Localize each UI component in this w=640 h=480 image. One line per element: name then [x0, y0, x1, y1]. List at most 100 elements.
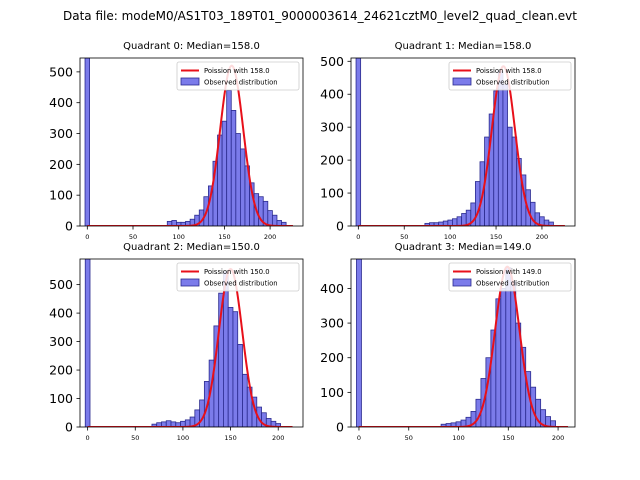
legend-label-observed: Observed distribution: [204, 79, 278, 87]
legend-label-observed: Observed distribution: [476, 280, 550, 288]
subplot-0: Quadrant 0: Median=158.00100200300400500…: [49, 41, 304, 241]
x-tick-label: 100: [452, 434, 464, 442]
legend-label-poisson: Poission with 158.0: [476, 67, 542, 75]
legend-label-observed: Observed distribution: [476, 79, 550, 87]
histogram-bar: [267, 210, 273, 226]
histogram-bar: [230, 110, 237, 226]
legend-box: [448, 61, 572, 91]
histogram-bar: [356, 259, 362, 427]
histogram-bar: [507, 126, 513, 226]
subplot-title: Quadrant 3: Median=149.0: [395, 242, 532, 253]
panels: Quadrant 0: Median=158.00100200300400500…: [49, 41, 576, 442]
y-tick-label: 200: [320, 350, 344, 365]
histogram-bar: [281, 221, 287, 226]
y-tick-label: 200: [49, 157, 73, 172]
y-tick-label: 400: [320, 87, 344, 102]
legend-label-poisson: Poission with 149.0: [476, 268, 542, 276]
legend: Poission with 149.0 Observed distribution: [448, 262, 572, 292]
subplot-3: Quadrant 3: Median=149.0 0 100 200 300 400 0 50…: [320, 242, 576, 442]
poisson-curve: [87, 267, 293, 427]
y-tick-label: 200: [320, 153, 344, 168]
x-tick-label: 50: [131, 434, 139, 442]
x-tick-label: 50: [405, 434, 413, 442]
legend-bar-swatch: [452, 77, 472, 86]
histogram-bar: [461, 213, 467, 226]
y-tick-label: 200: [49, 363, 73, 378]
histogram-bar: [271, 214, 278, 226]
x-tick-label: 150: [224, 434, 236, 442]
histogram-bar: [452, 218, 458, 226]
y-tick-label: 500: [49, 277, 73, 292]
x-tick-label: 100: [172, 233, 184, 241]
legend-box: [176, 262, 300, 292]
histogram-bar: [84, 58, 90, 226]
x-tick-label: 200: [536, 233, 548, 241]
subplot-1: Quadrant 1: Median=158.00100200300400500…: [320, 41, 576, 241]
x-tick-label: 0: [357, 434, 361, 442]
plot-area: [84, 259, 293, 427]
histogram-bar: [502, 83, 508, 226]
legend: Poission with 158.0 Observed distribution: [448, 61, 572, 91]
y-tick-label: 300: [320, 120, 344, 135]
legend-box: [176, 61, 300, 91]
axes-frame: [79, 258, 304, 428]
y-tick-label: 400: [49, 95, 73, 110]
histogram-bar: [510, 281, 517, 427]
figure-title: Data file: modeM0/AS1T03_189T01_90000036…: [63, 9, 577, 23]
plot-area: [84, 58, 293, 226]
legend: Poission with 158.0 Observed distribution: [176, 61, 300, 91]
x-tick-label: 150: [490, 233, 502, 241]
y-tick-label: 300: [320, 316, 344, 331]
y-tick-label: 100: [49, 391, 73, 406]
histogram-bar: [84, 259, 91, 427]
histogram-bar: [511, 136, 518, 226]
legend-label-poisson: Poission with 150.0: [204, 268, 270, 276]
x-tick-label: 100: [177, 434, 189, 442]
x-tick-label: 100: [444, 233, 456, 241]
axes-frame: [79, 57, 304, 227]
y-tick-label: 500: [320, 54, 344, 69]
y-tick-label: 0: [65, 420, 73, 435]
histogram-bar: [221, 120, 228, 226]
subplot-title: Quadrant 2: Median=150.0: [123, 242, 260, 253]
x-tick-label: 50: [129, 233, 137, 241]
histogram-bar: [242, 373, 248, 427]
legend-bar-swatch: [180, 77, 200, 86]
x-tick-label: 0: [86, 434, 90, 442]
y-tick-label: 100: [49, 188, 73, 203]
legend: Poission with 150.0 Observed distribution: [176, 262, 300, 292]
y-tick-label: 0: [65, 219, 73, 234]
histogram-bar: [355, 58, 362, 226]
x-tick-label: 50: [400, 233, 408, 241]
legend-bar-swatch: [180, 278, 200, 287]
y-tick-label: 400: [49, 306, 73, 321]
y-tick-label: 100: [320, 186, 344, 201]
x-tick-label: 0: [356, 233, 360, 241]
y-tick-label: 100: [320, 385, 344, 400]
histogram-bar: [500, 288, 507, 427]
y-tick-label: 0: [336, 219, 344, 234]
histogram-bar: [505, 267, 512, 427]
histogram-bar: [237, 344, 243, 427]
histogram-bar: [550, 420, 556, 427]
subplot-title: Quadrant 1: Median=158.0: [395, 41, 532, 52]
y-tick-label: 500: [49, 64, 73, 79]
y-tick-label: 400: [320, 281, 344, 296]
subplot-2: Quadrant 2: Median=150.00100200300400500…: [49, 242, 304, 442]
x-tick-label: 0: [85, 233, 89, 241]
legend-bar-swatch: [452, 278, 472, 287]
x-tick-label: 200: [552, 434, 564, 442]
legend-label-observed: Observed distribution: [204, 280, 278, 288]
axes-frame: [350, 258, 576, 428]
histogram-bar: [474, 181, 481, 226]
plot-area: [355, 58, 565, 226]
subplot-title: Quadrant 0: Median=158.0: [123, 41, 260, 52]
y-tick-label: 300: [49, 334, 73, 349]
x-tick-label: 150: [218, 233, 230, 241]
histogram-bar: [227, 307, 234, 427]
axes-frame: [350, 57, 576, 227]
x-tick-label: 200: [272, 434, 284, 442]
histogram-bar: [235, 133, 241, 226]
y-tick-label: 0: [336, 420, 344, 435]
